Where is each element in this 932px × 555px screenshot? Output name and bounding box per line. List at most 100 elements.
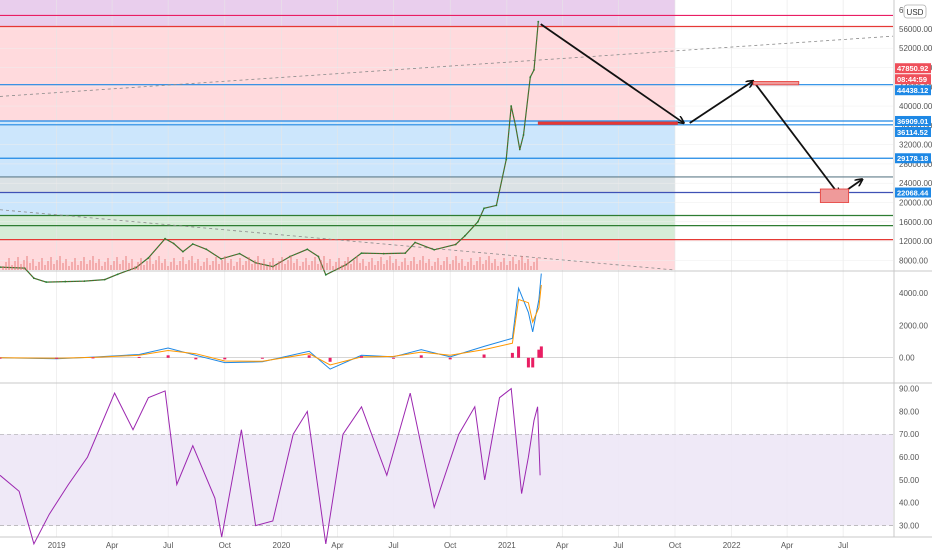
trendlines[interactable] xyxy=(0,35,894,271)
volume-bar-134 xyxy=(404,258,406,270)
price-badge-label: 44438.12 xyxy=(897,86,928,95)
volume-bar-78 xyxy=(236,262,238,270)
price-point-28 xyxy=(433,248,436,251)
volume-bar-149 xyxy=(449,264,451,270)
volume-bar-145 xyxy=(437,258,439,270)
volume-bar-73 xyxy=(221,260,223,270)
time-axis-label-7: Oct xyxy=(444,541,457,550)
volume-bar-9 xyxy=(29,263,31,270)
price-badge-4: 36114.52 xyxy=(895,126,931,137)
volume-bar-89 xyxy=(269,262,271,270)
volume-bar-23 xyxy=(71,262,73,270)
volume-bar-164 xyxy=(494,259,496,270)
trendline-8[interactable] xyxy=(0,209,676,271)
volume-bar-132 xyxy=(398,266,400,270)
price-point-30 xyxy=(464,234,466,237)
volume-bar-38 xyxy=(116,257,118,270)
macd-histogram-bar-17 xyxy=(526,357,530,368)
target-box-6[interactable] xyxy=(537,121,678,125)
volume-bar-45 xyxy=(137,262,139,270)
price-axis-label-8: 40000.00 xyxy=(899,102,932,111)
volume-bar-34 xyxy=(104,262,106,270)
volume-bar-47 xyxy=(143,265,145,270)
price-badge-bg xyxy=(895,74,931,85)
price-point-29 xyxy=(454,243,457,246)
target-box-5[interactable] xyxy=(819,188,850,203)
price-point-38 xyxy=(522,134,525,136)
volume-bar-175 xyxy=(527,259,529,270)
price-point-14 xyxy=(205,248,208,251)
volume-bar-123 xyxy=(371,258,373,270)
macd-histogram-bar-8 xyxy=(307,355,311,358)
volume-bar-153 xyxy=(461,259,463,270)
volume-bar-103 xyxy=(311,261,313,270)
volume-bar-128 xyxy=(386,260,388,270)
volume-bar-158 xyxy=(476,261,478,270)
volume-bar-74 xyxy=(224,256,226,270)
volume-bar-137 xyxy=(413,257,415,270)
volume-bar-4 xyxy=(14,261,16,270)
volume-bar-76 xyxy=(230,259,232,270)
volume-bar-116 xyxy=(350,264,352,270)
time-axis-label-8: 2021 xyxy=(498,541,516,550)
volume-bar-150 xyxy=(452,260,454,270)
price-point-8 xyxy=(135,266,138,269)
volume-bar-124 xyxy=(374,265,376,270)
target-box-4[interactable] xyxy=(752,81,800,86)
volume-bar-115 xyxy=(347,257,349,270)
price-badge-1: 08:44:59 xyxy=(895,74,931,85)
price-point-11 xyxy=(172,242,175,245)
price-levels[interactable] xyxy=(0,14,893,241)
volume-bar-35 xyxy=(107,258,109,270)
volume-bar-61 xyxy=(185,264,187,270)
price-point-17 xyxy=(254,261,257,264)
volume-bar-159 xyxy=(479,257,481,270)
time-axis-label-5: Apr xyxy=(331,541,344,550)
volume-bar-141 xyxy=(425,263,427,270)
time-axis-label-13: Apr xyxy=(781,541,794,550)
volume-bar-16 xyxy=(50,257,52,270)
volume-bar-14 xyxy=(44,265,46,270)
volume-bar-114 xyxy=(344,261,346,270)
price-point-7 xyxy=(116,273,119,276)
macd-axis-label-0: 0.00 xyxy=(899,354,915,363)
macd-histogram-bar-6 xyxy=(223,357,227,360)
volume-bar-29 xyxy=(89,260,91,270)
volume-bar-154 xyxy=(464,266,466,270)
macd-histogram-bar-18 xyxy=(531,357,535,368)
volume-bar-62 xyxy=(188,260,190,270)
volume-bar-110 xyxy=(332,266,334,270)
time-axis[interactable]: 2019 Apr Jul Oct 2020 Apr Jul Oct 2021 Apr Jul Oct 2… xyxy=(48,541,849,550)
currency-badge[interactable]: USD xyxy=(903,4,927,19)
forecast-arrow-1[interactable] xyxy=(689,81,753,124)
price-axis-label-4: 24000.00 xyxy=(899,179,932,188)
price-point-27 xyxy=(414,241,416,244)
volume-bar-51 xyxy=(155,260,157,270)
price-badge-2: 44438.12 xyxy=(895,85,931,96)
macd-histogram-bar-19 xyxy=(537,349,541,358)
volume-bar-142 xyxy=(428,259,430,270)
macd-histogram-bar-13 xyxy=(448,357,452,360)
price-point-36 xyxy=(514,124,517,127)
macd-histogram-bar-20 xyxy=(539,346,543,358)
forecast-arrow-0[interactable] xyxy=(540,23,684,123)
volume-bar-94 xyxy=(284,264,286,270)
volume-bar-17 xyxy=(53,264,55,270)
price-point-19 xyxy=(289,255,291,258)
price-point-3 xyxy=(45,281,48,283)
volume-bar-44 xyxy=(134,266,136,270)
forecast-arrow-2[interactable] xyxy=(752,80,839,195)
trendline-7[interactable] xyxy=(0,35,894,97)
price-axis[interactable]: 0.00 2000.00 4000.00 30.00 40.00 50.00 60.00 70… xyxy=(899,6,932,531)
volume-bar-53 xyxy=(161,263,163,270)
rsi-axis-label-4: 70.00 xyxy=(899,430,920,439)
rsi-axis-label-5: 80.00 xyxy=(899,407,920,416)
forecast-drawings[interactable] xyxy=(537,23,862,203)
volume-bar-69 xyxy=(209,265,211,270)
price-point-35 xyxy=(510,105,513,107)
macd-histogram-bar-0 xyxy=(0,357,2,359)
volume-bar-24 xyxy=(74,258,76,270)
time-axis-label-12: 2022 xyxy=(723,541,741,550)
